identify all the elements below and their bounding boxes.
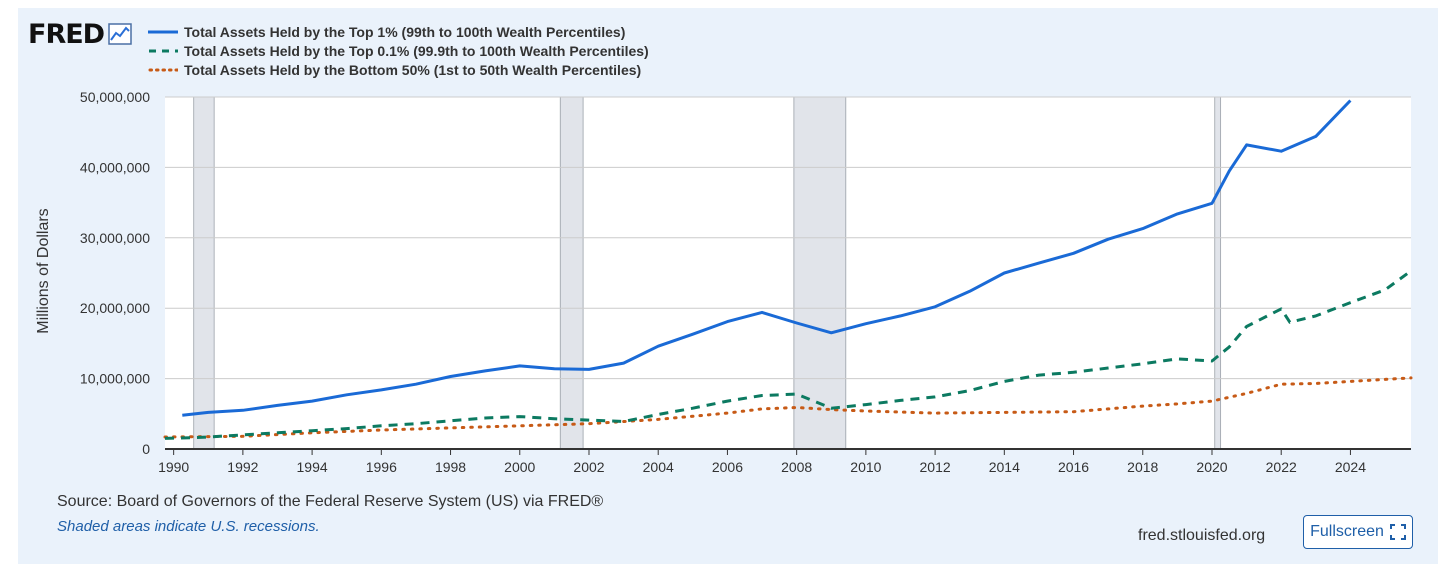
x-tick-label: 2002 — [573, 459, 604, 475]
chart-legend: Total Assets Held by the Top 1% (99th to… — [148, 22, 649, 79]
x-tick-label: 2000 — [504, 459, 535, 475]
legend-swatch-top01 — [149, 49, 178, 52]
recession-band-1 — [559, 96, 584, 450]
x-tick-label: 1992 — [227, 459, 258, 475]
legend-label-bottom50: Total Assets Held by the Bottom 50% (1st… — [184, 61, 642, 78]
y-tick-label: 50,000,000 — [80, 89, 150, 105]
y-tick-label: 0 — [142, 441, 150, 457]
y-tick-label: 30,000,000 — [80, 230, 150, 246]
x-tick-label: 2004 — [643, 459, 674, 475]
x-tick-label: 1990 — [158, 459, 189, 475]
fullscreen-label: Fullscreen — [1310, 523, 1384, 540]
legend-label-top01: Total Assets Held by the Top 0.1% (99.9t… — [184, 42, 649, 59]
legend-item-bottom50[interactable]: Total Assets Held by the Bottom 50% (1st… — [148, 60, 649, 79]
source-text: Source: Board of Governors of the Federa… — [57, 493, 604, 510]
legend-item-top01[interactable]: Total Assets Held by the Top 0.1% (99.9t… — [148, 41, 649, 60]
recession-band-3 — [1214, 96, 1222, 450]
x-tick-label: 2016 — [1058, 459, 1089, 475]
y-tick-label: 10,000,000 — [80, 371, 150, 387]
series-line-top1 — [182, 99, 1352, 417]
legend-swatch-bottom50 — [148, 68, 178, 71]
x-tick-label: 1998 — [435, 459, 466, 475]
expand-icon — [1389, 524, 1406, 540]
fullscreen-button[interactable]: Fullscreen — [1303, 515, 1413, 549]
x-tick-label: 2006 — [712, 459, 743, 475]
line-chart-icon — [108, 23, 132, 45]
y-tick-label: 40,000,000 — [80, 159, 150, 175]
recession-note: Shaded areas indicate U.S. recessions. — [57, 518, 320, 535]
x-tick-label: 2012 — [920, 459, 951, 475]
legend-label-top1: Total Assets Held by the Top 1% (99th to… — [184, 23, 626, 40]
fred-logo[interactable]: FRED — [28, 17, 132, 51]
series-line-top01 — [164, 269, 1412, 440]
site-link[interactable]: fred.stlouisfed.org — [1138, 527, 1266, 544]
recession-band-0 — [193, 96, 215, 450]
x-tick-label: 1994 — [297, 459, 328, 475]
x-tick-label: 2014 — [989, 459, 1020, 475]
recession-band-2 — [793, 96, 847, 450]
x-tick-label: 2022 — [1266, 459, 1297, 475]
x-tick-label: 2010 — [850, 459, 881, 475]
x-tick-label: 2020 — [1196, 459, 1227, 475]
x-tick-label: 2024 — [1335, 459, 1366, 475]
legend-item-top1[interactable]: Total Assets Held by the Top 1% (99th to… — [148, 22, 649, 41]
legend-swatch-top1 — [148, 30, 178, 33]
x-tick-label: 2018 — [1127, 459, 1158, 475]
x-tick-label: 2008 — [781, 459, 812, 475]
plot-area — [165, 97, 1411, 449]
fred-logo-text: FRED — [28, 18, 105, 50]
x-tick-label: 1996 — [366, 459, 397, 475]
y-tick-label: 20,000,000 — [80, 300, 150, 316]
